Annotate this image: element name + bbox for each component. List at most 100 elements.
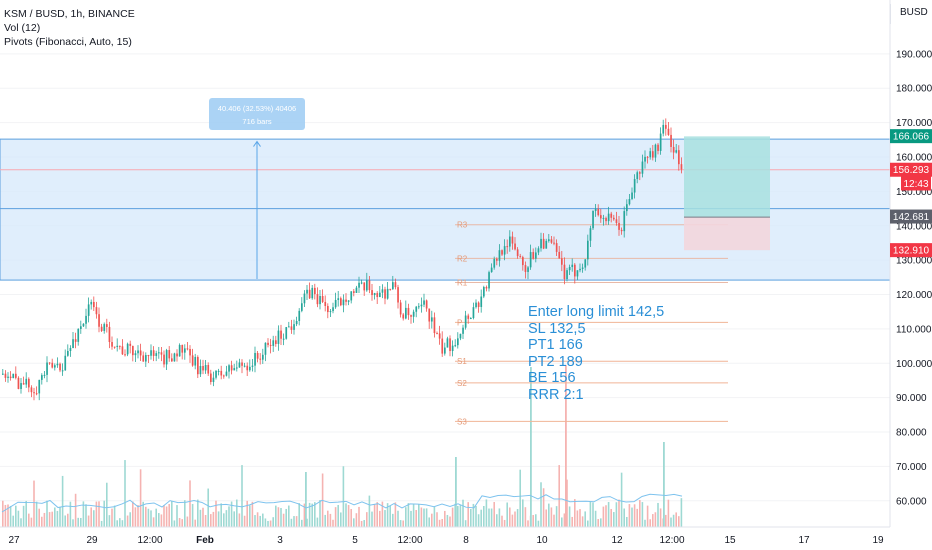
candle-body bbox=[662, 124, 665, 134]
volume-bar bbox=[501, 515, 503, 527]
volume-bar bbox=[275, 505, 277, 527]
y-tick-label: 130.000 bbox=[896, 256, 932, 267]
candle-body bbox=[275, 340, 277, 344]
candle-body bbox=[337, 298, 340, 301]
profit-zone[interactable] bbox=[684, 136, 770, 218]
volume-bar bbox=[134, 507, 137, 527]
volume-bar bbox=[615, 502, 618, 527]
volume-bar bbox=[334, 507, 337, 527]
volume-spike bbox=[530, 367, 532, 527]
volume-bar bbox=[158, 513, 160, 527]
volume-bar bbox=[589, 501, 592, 527]
candle-body bbox=[43, 374, 46, 376]
volume-bar bbox=[28, 513, 30, 527]
candle-body bbox=[467, 315, 470, 319]
volume-bar bbox=[116, 520, 118, 527]
candle-body bbox=[269, 344, 272, 346]
candle-body bbox=[485, 287, 488, 289]
volume-bar bbox=[347, 505, 350, 527]
trade-plan-note[interactable]: Enter long limit 142,5 SL 132,5 PT1 166 PT2… bbox=[528, 304, 664, 403]
candle-body bbox=[181, 344, 184, 353]
candle-body bbox=[215, 370, 217, 378]
candle-body bbox=[129, 343, 132, 346]
candle-body bbox=[194, 357, 197, 366]
volume-bar bbox=[654, 512, 657, 527]
measure-arrowhead bbox=[253, 140, 261, 147]
stop-zone[interactable] bbox=[684, 217, 770, 251]
volume-bar bbox=[173, 520, 176, 527]
volume-bar bbox=[545, 509, 547, 527]
volume-bar bbox=[298, 503, 300, 527]
candle-body bbox=[241, 362, 243, 366]
candle-body bbox=[212, 377, 215, 382]
pivots-indicator-label[interactable]: Pivots (Fibonacci, Auto, 15) bbox=[4, 36, 132, 48]
long-position-tool[interactable] bbox=[684, 136, 770, 251]
volume-bar bbox=[38, 508, 40, 527]
volume-indicator-label[interactable]: Vol (12) bbox=[4, 22, 41, 34]
volume-bar bbox=[126, 515, 129, 527]
candle-body bbox=[298, 310, 301, 321]
volume-bar bbox=[12, 515, 14, 527]
candle-body bbox=[202, 365, 204, 371]
candle-body bbox=[329, 311, 332, 313]
candle-body bbox=[509, 236, 511, 247]
pivot-label-p: P bbox=[457, 318, 462, 327]
candle-body bbox=[46, 362, 48, 375]
volume-bar bbox=[509, 507, 511, 527]
volume-bar bbox=[672, 514, 675, 527]
volume-bar bbox=[30, 517, 33, 527]
y-axis[interactable]: 60.000 70.000 80.000 90.000 100.000 110.000 12… bbox=[896, 49, 932, 507]
volume-bar bbox=[308, 502, 311, 527]
x-tick-label: 27 bbox=[8, 535, 20, 546]
candle-body bbox=[12, 373, 15, 379]
candle-body bbox=[457, 338, 459, 346]
volume-bar bbox=[41, 516, 43, 527]
price-tag-bg bbox=[890, 129, 932, 144]
candle-body bbox=[597, 208, 600, 216]
x-tick-label: 8 bbox=[463, 535, 469, 546]
volume-bar bbox=[327, 510, 329, 527]
candle-body bbox=[628, 199, 631, 205]
volume-bar bbox=[462, 499, 464, 527]
candle-body bbox=[20, 383, 22, 389]
x-axis[interactable]: 27 29 12:00 Feb 3 5 12:00 8 10 12 12:00 15 17 19 bbox=[8, 535, 884, 546]
candle-body bbox=[306, 289, 308, 294]
candle-body bbox=[61, 370, 64, 372]
volume-bar bbox=[332, 519, 334, 527]
currency-button[interactable]: BUSD bbox=[890, 4, 929, 24]
volume-bar bbox=[69, 501, 72, 527]
candle-body bbox=[418, 306, 420, 308]
symbol-title[interactable]: KSM / BUSD, 1h, BINANCE bbox=[4, 8, 135, 20]
candle-body bbox=[74, 339, 77, 342]
candle-body bbox=[178, 344, 181, 357]
price-tag-bg bbox=[890, 162, 932, 177]
candle-body bbox=[373, 293, 376, 296]
volume-bar bbox=[113, 505, 116, 527]
y-tick-label: 70.000 bbox=[896, 462, 927, 473]
measure-tool[interactable]: 40.406 (32.53%) 40406 716 bars bbox=[209, 98, 305, 280]
volume-bar bbox=[56, 510, 59, 527]
volume-bar bbox=[64, 515, 66, 527]
candle-body bbox=[503, 246, 506, 255]
volume-bar bbox=[147, 508, 150, 527]
candle-body bbox=[2, 373, 4, 375]
volume-bar bbox=[649, 519, 651, 527]
candle-body bbox=[113, 346, 116, 348]
volume-bar bbox=[43, 512, 46, 527]
volume-bar bbox=[340, 512, 342, 527]
candle-body bbox=[475, 302, 477, 308]
price-tag-label: 132.910 bbox=[893, 246, 930, 257]
volume-bar bbox=[678, 516, 680, 527]
volume-bar bbox=[592, 502, 594, 527]
candle-body bbox=[444, 347, 446, 354]
volume-bar bbox=[360, 520, 363, 527]
candle-body bbox=[243, 365, 246, 367]
currency-label: BUSD bbox=[900, 7, 928, 18]
candle-body bbox=[217, 370, 220, 372]
price-tag-bg bbox=[890, 209, 932, 224]
volume-bar bbox=[626, 516, 628, 527]
candle-body bbox=[95, 307, 98, 315]
volume-bar bbox=[542, 488, 545, 527]
volume-bar bbox=[100, 520, 103, 527]
